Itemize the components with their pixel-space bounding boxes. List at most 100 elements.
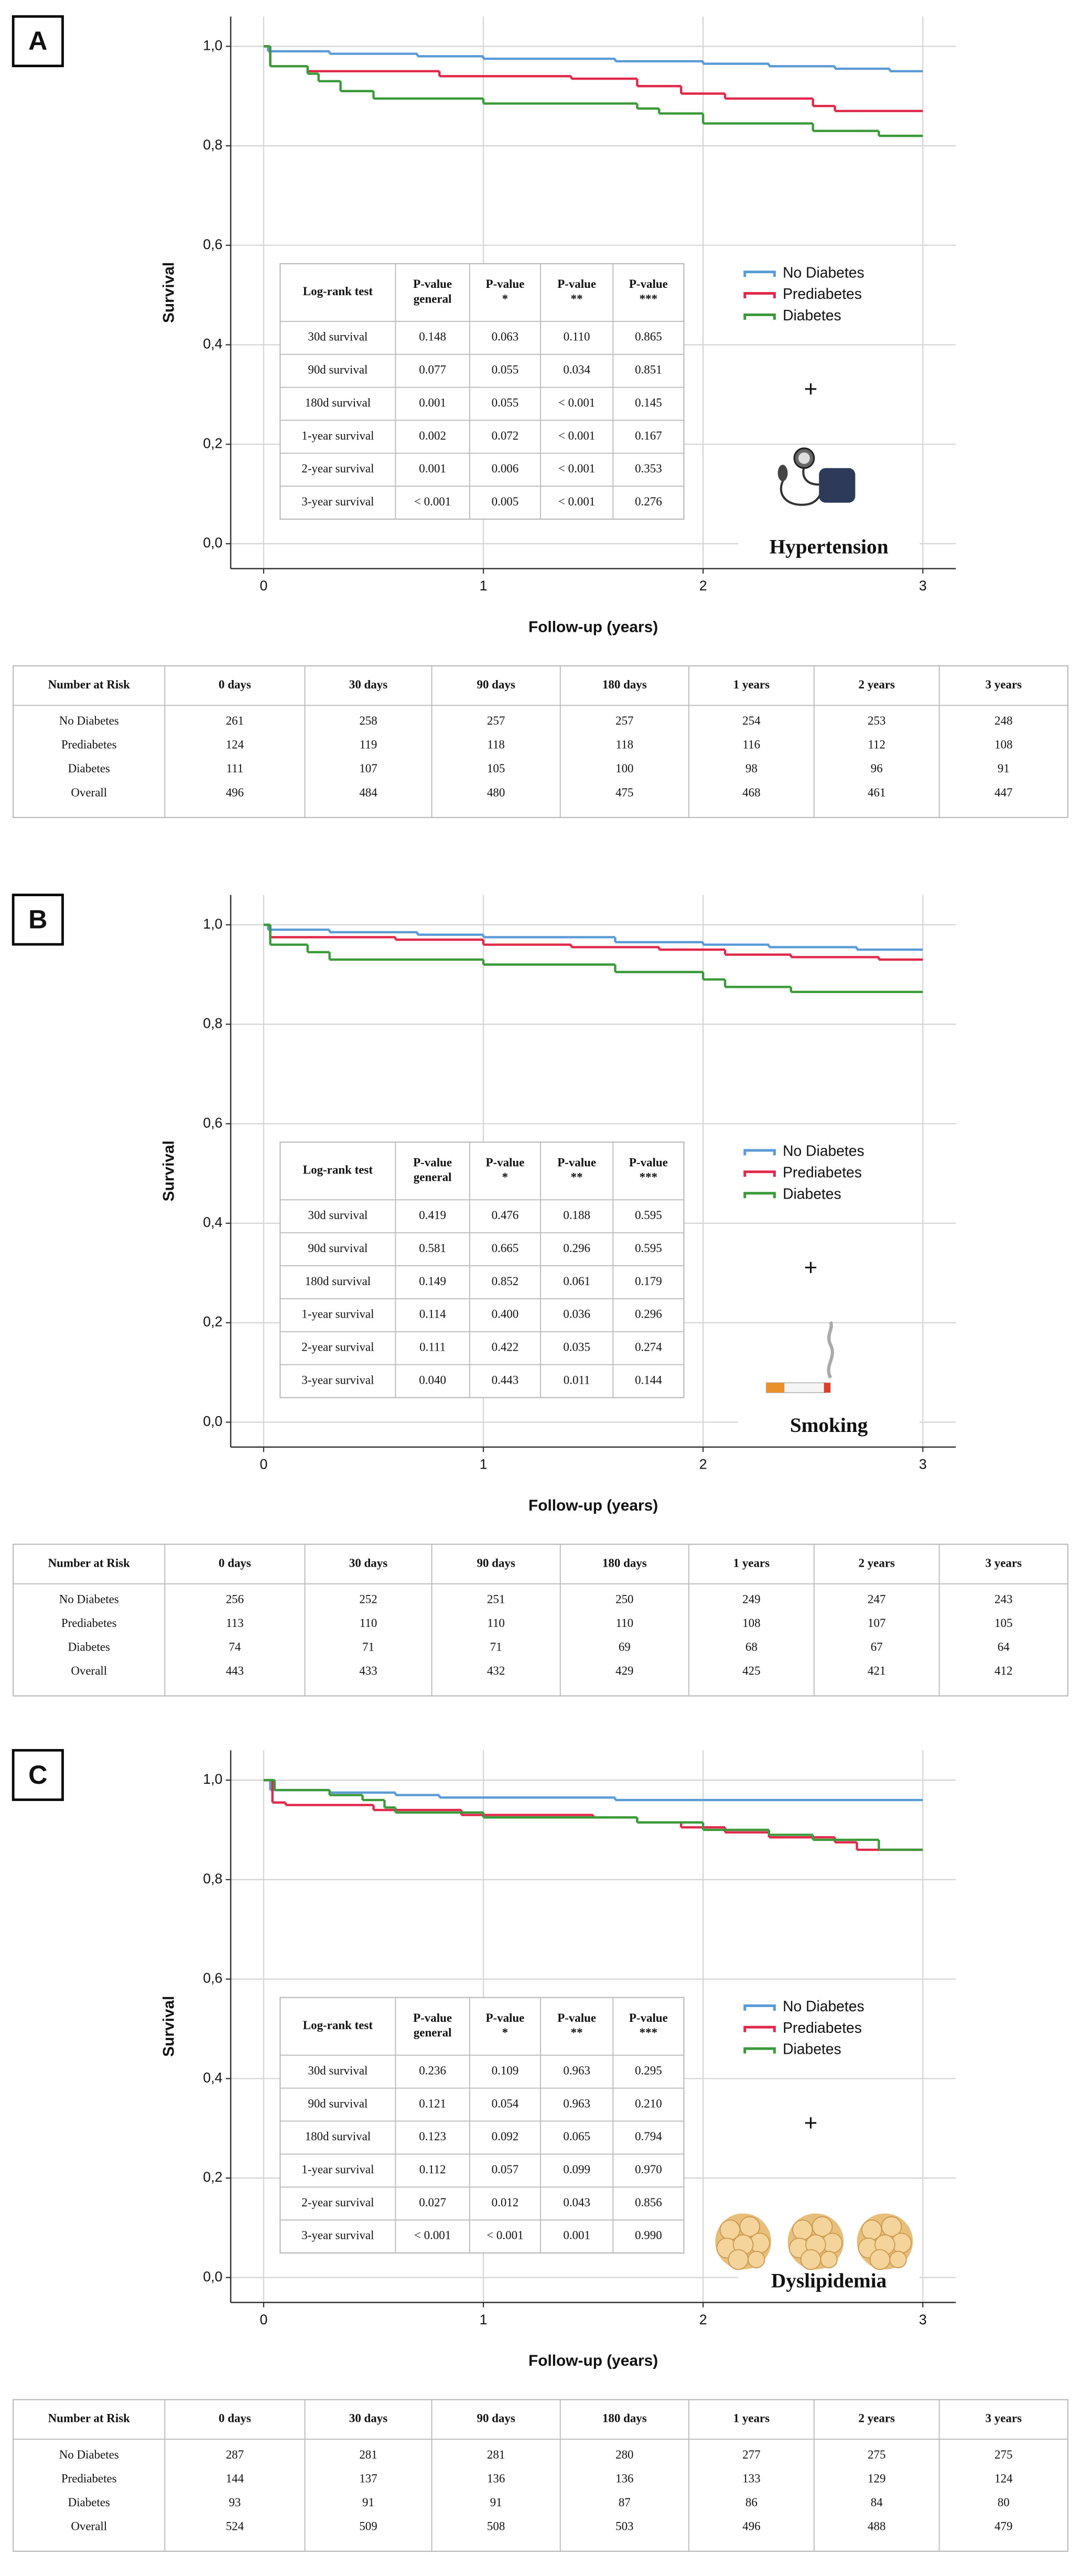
table-header: 2 years <box>859 2412 895 2425</box>
table-cell: < 0.001 <box>558 495 595 508</box>
icons <box>715 447 914 2270</box>
table-cell: 257 <box>615 714 633 727</box>
table-cell: Overall <box>71 2520 107 2533</box>
annotation: + <box>804 2110 818 2136</box>
table-header: 0 days <box>219 1556 251 1569</box>
table-cell: 479 <box>994 2520 1012 2533</box>
survival-curve <box>263 923 923 994</box>
table-cell: < 0.001 <box>487 2229 523 2242</box>
table-cell: 90d survival <box>308 1242 367 1255</box>
table-cell: 30d survival <box>308 2064 367 2077</box>
logrank-table <box>279 1141 685 1398</box>
table-cell: 96 <box>871 762 883 775</box>
table-cell: 69 <box>619 1641 631 1654</box>
y-tick-label: 0,6 <box>203 236 222 252</box>
table-header: *** <box>640 1171 657 1184</box>
table-cell: < 0.001 <box>558 462 595 475</box>
table-cell: 277 <box>742 2448 760 2461</box>
table-cell: 0.422 <box>492 1340 519 1353</box>
y-tick-label: 0,0 <box>203 535 222 551</box>
table-header: 90 days <box>477 678 515 691</box>
table-cell: 496 <box>742 2520 760 2533</box>
table-cell: 124 <box>226 738 244 751</box>
table-cell: 287 <box>226 2448 244 2461</box>
survival-curve <box>263 45 923 73</box>
table-header: P-value <box>413 1156 452 1169</box>
table-header: Log-rank test <box>303 285 373 298</box>
table-cell: 0.595 <box>635 1242 662 1255</box>
table-header: * <box>502 292 508 305</box>
table-cell: 107 <box>359 762 377 775</box>
legend-label: Diabetes <box>783 1185 841 1202</box>
table-header: 3 years <box>986 678 1022 691</box>
table-cell: 0.210 <box>635 2097 662 2110</box>
table-cell: 2-year survival <box>301 462 374 475</box>
panels: A 0,0 0,2 0,4 0,6 0,8 1,0 0 1 2 3 Survival Follow-up… <box>12 15 1068 2552</box>
y-axis-label: Survival <box>160 262 178 323</box>
table-cell: Overall <box>71 1664 107 1677</box>
table-cell: 280 <box>615 2448 633 2461</box>
table-cell: 136 <box>615 2472 633 2485</box>
table-cell: 0.296 <box>563 1242 590 1255</box>
x-tick-label: 2 <box>699 578 707 594</box>
table-cell: 0.035 <box>563 1340 590 1353</box>
x-tick-label: 1 <box>480 578 488 594</box>
x-tick-label: 0 <box>260 1456 267 1472</box>
table-cell: 110 <box>487 1616 505 1630</box>
table-cell: Prediabetes <box>61 2472 117 2485</box>
table-cell: 432 <box>487 1664 505 1677</box>
legend-swatch <box>743 271 776 277</box>
x-tick-label: 3 <box>919 2312 927 2327</box>
table-cell: Prediabetes <box>61 1616 117 1630</box>
panel-label-box <box>12 15 64 68</box>
table-header: Log-rank test <box>303 1163 373 1177</box>
table-cell: 137 <box>359 2472 377 2485</box>
legend-swatch <box>743 2004 776 2011</box>
y-tick-label: 1,0 <box>203 37 222 53</box>
table-cell: 84 <box>871 2496 883 2509</box>
x-tick-label: 0 <box>260 578 267 594</box>
table-cell: 0.970 <box>635 2163 662 2176</box>
table-cell: 129 <box>868 2472 885 2485</box>
table-cell: 67 <box>871 1641 883 1654</box>
survival-curve <box>263 45 923 137</box>
table-cell: 0.114 <box>419 1308 446 1321</box>
logrank-table <box>279 1997 685 2254</box>
table-cell: 0.149 <box>419 1275 446 1288</box>
table-cell: 412 <box>994 1664 1012 1677</box>
table-cell: 243 <box>994 1592 1012 1605</box>
table-cell: 0.063 <box>492 330 519 343</box>
table-cell: 0.865 <box>635 330 662 343</box>
tube <box>802 466 819 486</box>
y-axis-label: Survival <box>160 1140 178 1201</box>
table-cell: < 0.001 <box>558 429 595 442</box>
table-header: P-value <box>413 2011 452 2024</box>
legend-label: Diabetes <box>783 307 841 324</box>
table-cell: 488 <box>868 2520 885 2533</box>
y-tick-label: 0,8 <box>203 1871 222 1887</box>
table-header: Number at Risk <box>48 1556 131 1569</box>
table-cell: 91 <box>998 762 1010 775</box>
x-tick-label: 3 <box>919 578 927 594</box>
table-cell: 30d survival <box>308 1209 367 1222</box>
table-header: 180 days <box>602 1556 647 1569</box>
legend-label: Diabetes <box>783 2041 841 2057</box>
panel-label-box <box>12 1749 64 1801</box>
y-tick-label: 0,0 <box>203 2269 222 2284</box>
table-cell: 116 <box>743 738 761 751</box>
table-header: * <box>502 1171 508 1184</box>
table-cell: 113 <box>226 1616 244 1630</box>
risk-table <box>13 1544 1068 1697</box>
cigarette-icon <box>765 1321 834 1394</box>
table-cell: 421 <box>868 1664 885 1677</box>
table-cell: 118 <box>616 738 634 751</box>
table-cell: 0.072 <box>492 429 519 442</box>
table-cell: 0.852 <box>492 1275 519 1288</box>
table-cell: 100 <box>615 762 633 775</box>
table-cell: 468 <box>742 786 760 799</box>
table-cell: 180d survival <box>305 2130 371 2143</box>
table-cell: 110 <box>616 1616 634 1630</box>
table-header: general <box>414 292 452 305</box>
table-cell: 74 <box>229 1641 241 1654</box>
